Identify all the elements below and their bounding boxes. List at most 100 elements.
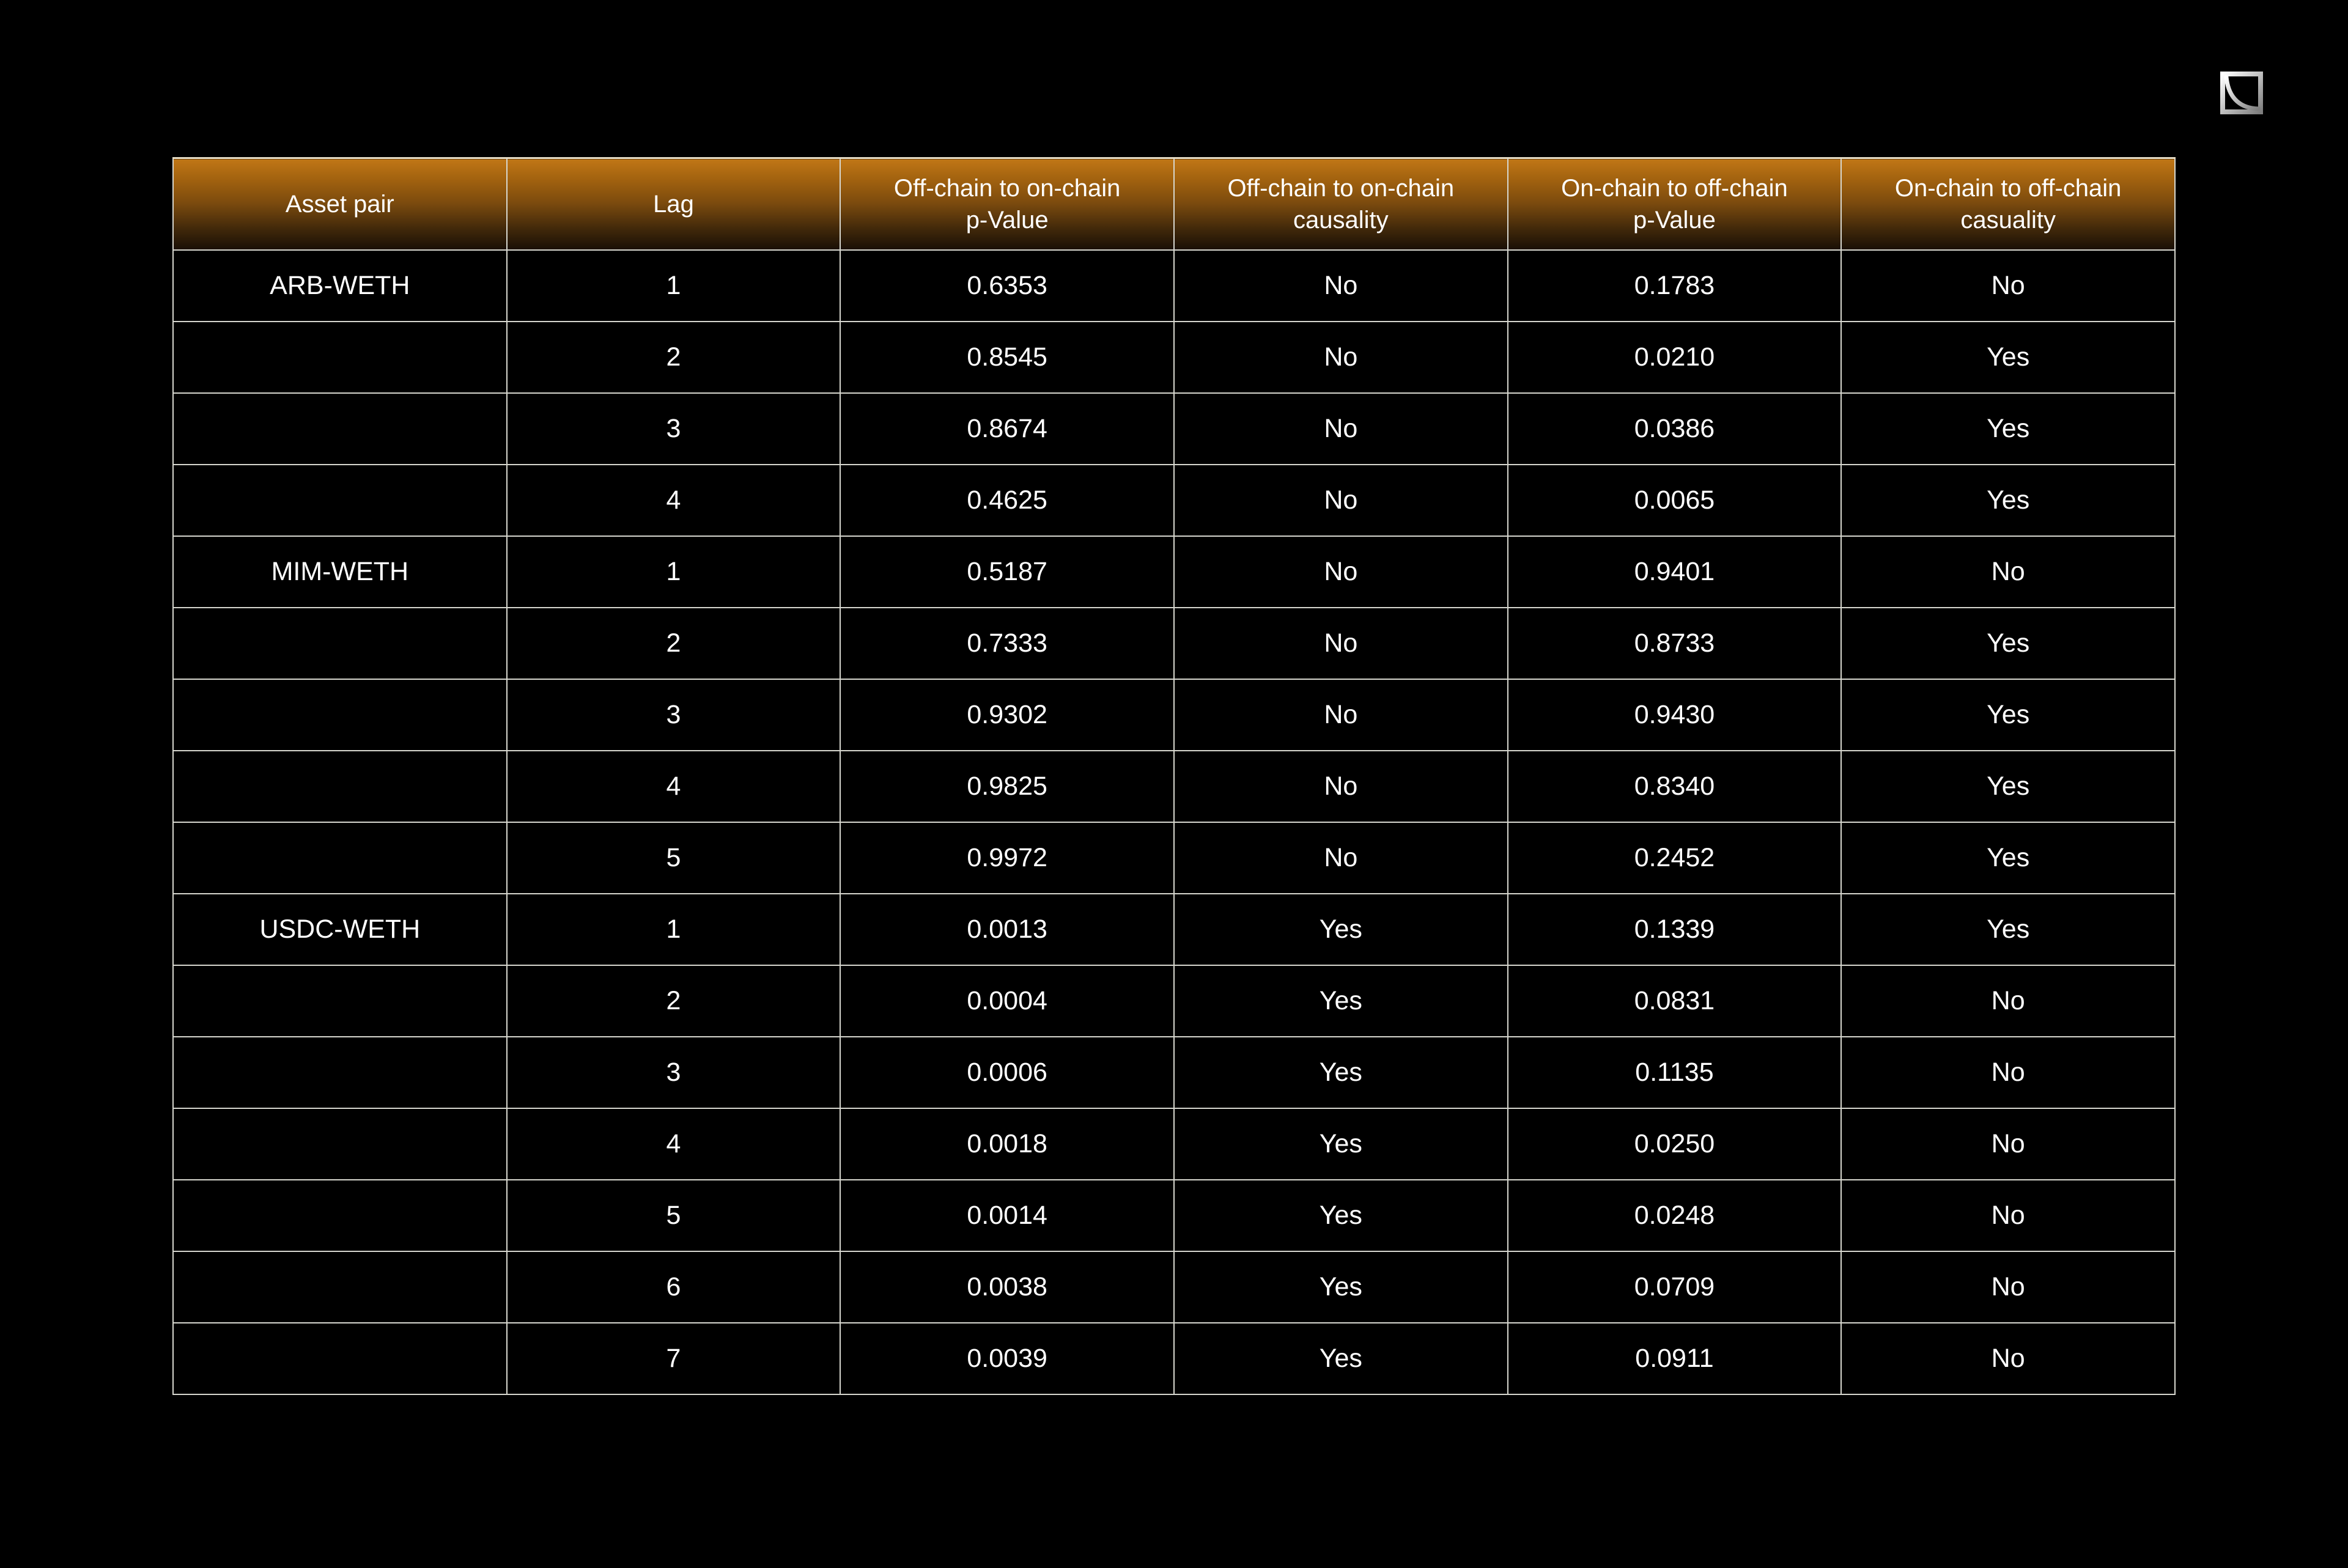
table-cell: 0.0386	[1507, 392, 1842, 465]
table-cell: No	[1840, 535, 2176, 608]
table-cell: Yes	[1173, 1036, 1508, 1109]
table-row: 5 0.9972 No 0.2452 Yes	[172, 821, 2176, 894]
table-cell: Yes	[1840, 463, 2176, 537]
table-cell: No	[1173, 678, 1508, 751]
table-cell: 0.0709	[1507, 1250, 1842, 1323]
column-header-line: Off-chain to on-chain	[893, 174, 1121, 202]
table-cell: No	[1173, 463, 1508, 537]
table-cell: 1	[506, 893, 841, 966]
table-cell: 4	[506, 463, 841, 537]
table-row: 7 0.0039 Yes 0.0911 No	[172, 1322, 2176, 1395]
asset-pair-cell	[172, 678, 508, 751]
table-cell: No	[1173, 320, 1508, 394]
brand-logo	[2220, 71, 2264, 115]
granger-causality-table: Asset pair Lag Off-chain to on-chain p-Valu…	[172, 157, 2176, 1395]
column-header-line: On-chain to off-chain	[1561, 174, 1788, 202]
table-cell: Yes	[1840, 606, 2176, 680]
asset-pair-cell	[172, 1107, 508, 1180]
column-header-line: Off-chain to on-chain	[1227, 174, 1455, 202]
table-row: 6 0.0038 Yes 0.0709 No	[172, 1250, 2176, 1323]
table-cell: Yes	[1173, 1107, 1508, 1180]
column-header-on_to_off_p_value: On-chain to off-chain p-Value	[1507, 157, 1842, 251]
asset-pair-cell: ARB-WETH	[172, 249, 508, 322]
table-cell: No	[1840, 1179, 2176, 1252]
table-cell: No	[1840, 1107, 2176, 1180]
table-cell: 0.0018	[840, 1107, 1175, 1180]
table-cell: No	[1173, 606, 1508, 680]
table-cell: 0.5187	[840, 535, 1175, 608]
table-cell: 0.9430	[1507, 678, 1842, 751]
table-cell: No	[1840, 1322, 2176, 1395]
table-cell: Yes	[1840, 320, 2176, 394]
table-cell: No	[1840, 1036, 2176, 1109]
asset-pair-cell	[172, 749, 508, 823]
table-cell: Yes	[1173, 964, 1508, 1037]
table-cell: 0.0038	[840, 1250, 1175, 1323]
column-header-line: p-Value	[1633, 206, 1716, 234]
table-cell: 0.9972	[840, 821, 1175, 894]
table-cell: 0.1135	[1507, 1036, 1842, 1109]
table-cell: No	[1840, 249, 2176, 322]
table-cell: 0.9825	[840, 749, 1175, 823]
table-cell: No	[1173, 535, 1508, 608]
table-cell: 0.8545	[840, 320, 1175, 394]
asset-pair-cell	[172, 1250, 508, 1323]
asset-pair-cell	[172, 463, 508, 537]
table-row: MIM-WETH 1 0.5187 No 0.9401 No	[172, 535, 2176, 608]
table-cell: 0.8340	[1507, 749, 1842, 823]
table-row: ARB-WETH 1 0.6353 No 0.1783 No	[172, 249, 2176, 322]
table-cell: Yes	[1173, 1179, 1508, 1252]
table-cell: 0.7333	[840, 606, 1175, 680]
asset-pair-cell	[172, 392, 508, 465]
column-header-line: On-chain to off-chain	[1894, 174, 2122, 202]
table-cell: No	[1173, 821, 1508, 894]
asset-pair-cell	[172, 964, 508, 1037]
table-cell: 2	[506, 320, 841, 394]
table-row: 4 0.0018 Yes 0.0250 No	[172, 1107, 2176, 1180]
table-cell: 5	[506, 1179, 841, 1252]
causality-table-container: Asset pair Lag Off-chain to on-chain p-Valu…	[172, 157, 2176, 1395]
table-body: ARB-WETH 1 0.6353 No 0.1783 No 2 0.8545 No 0.0210…	[172, 249, 2176, 1395]
asset-pair-cell: MIM-WETH	[172, 535, 508, 608]
table-cell: Yes	[1840, 392, 2176, 465]
table-row: USDC-WETH 1 0.0013 Yes 0.1339 Yes	[172, 893, 2176, 966]
table-cell: 0.0014	[840, 1179, 1175, 1252]
column-header-line: causality	[1293, 206, 1389, 234]
table-cell: 3	[506, 678, 841, 751]
table-row: 5 0.0014 Yes 0.0248 No	[172, 1179, 2176, 1252]
square-decay-curve-logo-icon	[2220, 72, 2263, 114]
table-cell: 0.1339	[1507, 893, 1842, 966]
table-row: 2 0.8545 No 0.0210 Yes	[172, 320, 2176, 394]
table-row: 3 0.8674 No 0.0386 Yes	[172, 392, 2176, 465]
table-row: 3 0.0006 Yes 0.1135 No	[172, 1036, 2176, 1109]
table-row: 4 0.4625 No 0.0065 Yes	[172, 463, 2176, 537]
column-header-lag: Lag	[506, 157, 841, 251]
column-header-line: casuality	[1960, 206, 2056, 234]
table-cell: 0.0006	[840, 1036, 1175, 1109]
column-header-on_to_off_causality: On-chain to off-chain casuality	[1840, 157, 2176, 251]
table-cell: 0.0911	[1507, 1322, 1842, 1395]
table-cell: Yes	[1840, 678, 2176, 751]
column-header-off_to_on_causality: Off-chain to on-chain causality	[1173, 157, 1508, 251]
table-cell: Yes	[1173, 1322, 1508, 1395]
asset-pair-cell	[172, 1036, 508, 1109]
table-cell: 2	[506, 964, 841, 1037]
column-header-line: Asset pair	[285, 190, 394, 218]
table-cell: 0.6353	[840, 249, 1175, 322]
table-row: 3 0.9302 No 0.9430 Yes	[172, 678, 2176, 751]
table-cell: 7	[506, 1322, 841, 1395]
table-cell: No	[1173, 392, 1508, 465]
table-cell: 0.0250	[1507, 1107, 1842, 1180]
table-cell: Yes	[1173, 893, 1508, 966]
table-cell: Yes	[1173, 1250, 1508, 1323]
table-cell: 0.0039	[840, 1322, 1175, 1395]
asset-pair-cell	[172, 1322, 508, 1395]
table-row: 2 0.7333 No 0.8733 Yes	[172, 606, 2176, 680]
asset-pair-cell	[172, 821, 508, 894]
table-cell: 2	[506, 606, 841, 680]
table-cell: 0.1783	[1507, 249, 1842, 322]
table-cell: Yes	[1840, 749, 2176, 823]
table-cell: 0.0248	[1507, 1179, 1842, 1252]
table-cell: 0.0065	[1507, 463, 1842, 537]
